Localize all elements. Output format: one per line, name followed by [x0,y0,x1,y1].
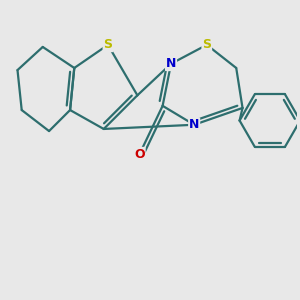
Text: O: O [134,148,145,161]
Text: N: N [189,118,200,131]
Text: S: S [202,38,211,51]
Text: N: N [166,57,176,70]
Text: S: S [103,38,112,51]
